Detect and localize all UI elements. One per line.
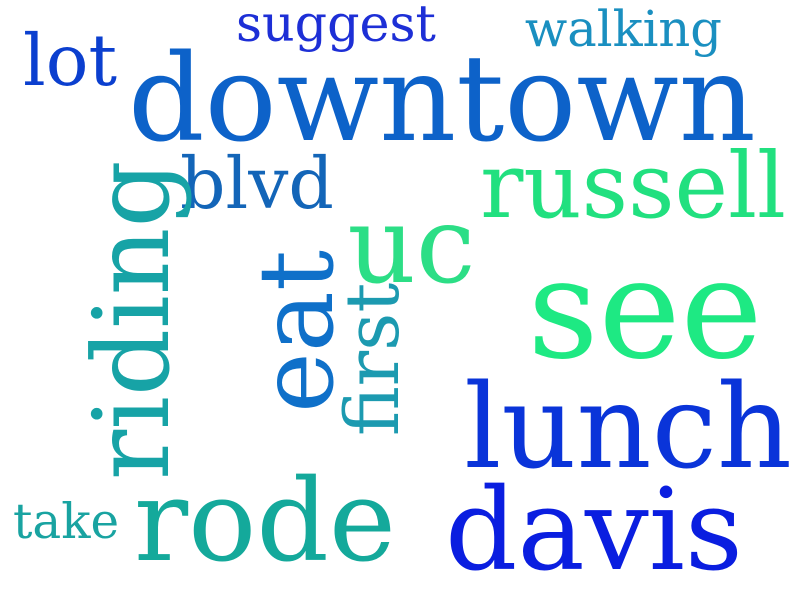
word-rode: rode	[134, 455, 396, 588]
word-see: see	[527, 227, 763, 390]
word-riding: riding	[69, 160, 193, 480]
word-walking: walking	[524, 0, 722, 58]
word-uc: uc	[347, 184, 476, 309]
word-downtown: downtown	[128, 30, 756, 170]
word-lot: lot	[23, 18, 117, 102]
word-first: first	[328, 282, 416, 436]
word-lunch: lunch	[464, 359, 792, 495]
word-davis: davis	[445, 463, 743, 596]
word-take: take	[13, 494, 120, 551]
word-russell: russell	[480, 133, 786, 239]
word-blvd: blvd	[180, 141, 334, 225]
word-suggest: suggest	[236, 0, 436, 53]
